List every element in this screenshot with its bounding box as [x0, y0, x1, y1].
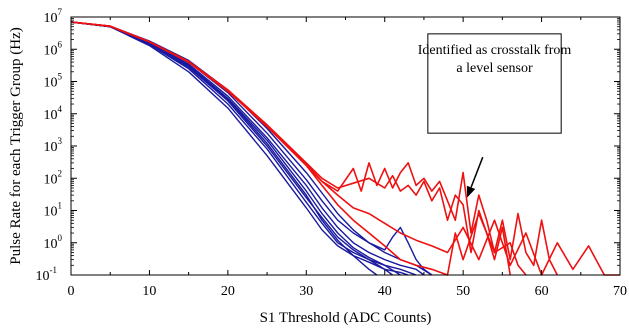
y-tick-base: 10 [44, 172, 58, 187]
x-axis-title: S1 Threshold (ADC Counts) [260, 310, 432, 326]
y-tick-exponent: 3 [58, 136, 63, 146]
y-axis-title: Pulse Rate for each Trigger Group (Hz) [8, 27, 24, 264]
x-tick-label: 0 [68, 284, 75, 299]
annotation-line-1: Identified as crosstalk from [418, 43, 572, 58]
y-tick-base: 10 [44, 76, 58, 91]
y-tick-label: 104 [44, 104, 63, 123]
y-tick-label: 100 [44, 233, 63, 252]
x-tick-label: 50 [456, 284, 470, 299]
y-tick-exponent: 4 [58, 104, 63, 114]
labels-layer: 0 10 20 30 40 50 60 7010-1100101102103104105106… [36, 7, 628, 299]
series-line-blue-7 [70, 21, 417, 276]
y-tick-base: 10 [44, 237, 58, 252]
series-line-red-12 [70, 21, 527, 276]
y-tick-exponent: 5 [58, 72, 63, 82]
annotation-arrow [470, 156, 484, 188]
y-tick-exponent: 0 [58, 233, 63, 243]
annotation-arrowhead [466, 185, 476, 198]
x-tick-label: 60 [535, 284, 549, 299]
y-tick-base: 10 [44, 43, 58, 58]
x-tick-label: 40 [378, 284, 392, 299]
y-tick-base: 10 [36, 269, 50, 284]
x-tick-label: 30 [299, 284, 313, 299]
series-line-blue-4 [70, 21, 425, 276]
y-tick-exponent: -1 [50, 265, 58, 275]
annotation: Identified as crosstalk from a level sen… [418, 33, 572, 198]
series-line-red-10 [70, 21, 511, 276]
y-tick-exponent: 7 [58, 7, 63, 17]
y-tick-label: 107 [44, 7, 63, 26]
y-tick-label: 101 [44, 201, 63, 220]
series-line-blue-8 [70, 21, 401, 276]
y-tick-label: 10-1 [36, 265, 58, 284]
y-tick-base: 10 [44, 11, 58, 26]
y-tick-label: 106 [44, 39, 63, 58]
x-tick-label: 10 [142, 284, 156, 299]
series-layer [70, 21, 620, 276]
y-tick-label: 102 [44, 168, 63, 187]
x-tick-label: 70 [613, 284, 627, 299]
y-tick-exponent: 1 [58, 201, 63, 211]
series-line-blue-1 [70, 21, 409, 276]
annotation-box [427, 33, 562, 134]
y-tick-base: 10 [44, 108, 58, 123]
y-tick-exponent: 6 [58, 39, 63, 49]
y-tick-base: 10 [44, 205, 58, 220]
series-line-blue-3 [70, 21, 378, 276]
y-tick-label: 103 [44, 136, 63, 155]
series-line-blue-2 [70, 21, 394, 276]
series-line-blue-5 [70, 21, 433, 276]
y-tick-label: 105 [44, 72, 63, 91]
ticks-layer [70, 16, 621, 276]
x-tick-label: 20 [221, 284, 235, 299]
annotation-line-2: a level sensor [456, 61, 533, 76]
y-tick-base: 10 [44, 140, 58, 155]
y-tick-exponent: 2 [58, 168, 63, 178]
series-line-blue-6 [70, 21, 433, 276]
